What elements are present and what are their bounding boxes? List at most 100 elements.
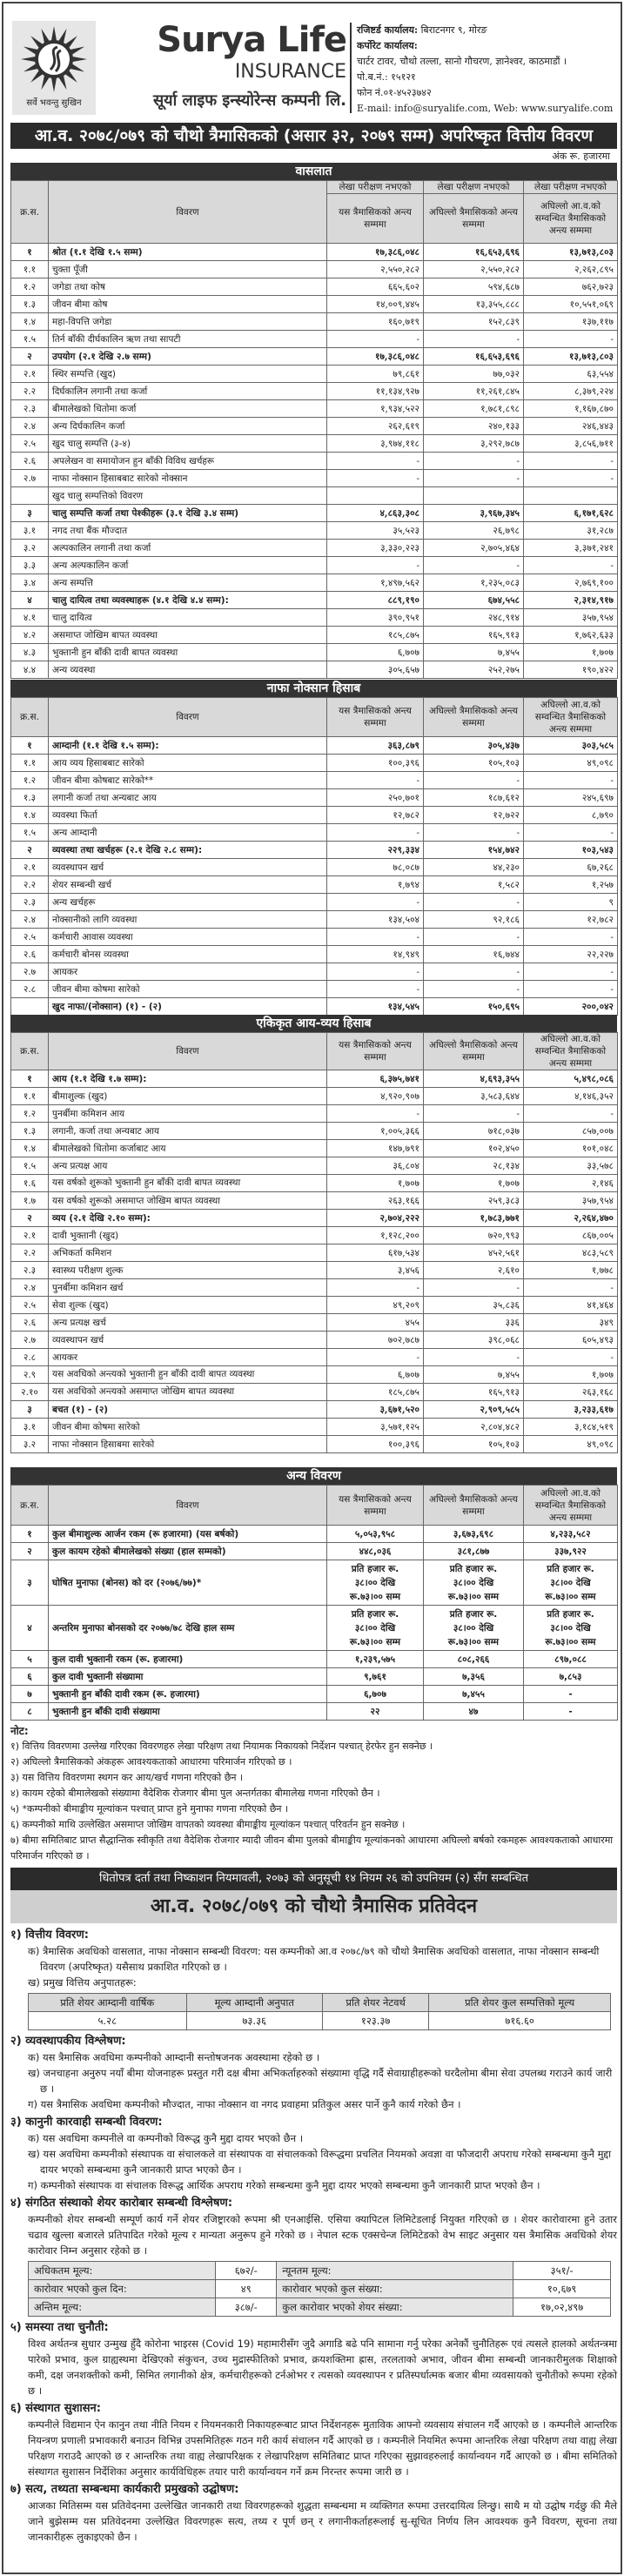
row-number: २.४ — [10, 417, 49, 435]
row-description: व्यय (२.१ देखि २.१० सम्म): — [48, 1209, 327, 1227]
row-description: जीवन बीमा कोषमा सारेको — [48, 980, 327, 998]
row-description: कर्मचारी बोनस व्यवस्था — [48, 945, 327, 963]
row-value: २००,०४२ — [523, 997, 618, 1016]
notes-heading: नोट: — [10, 1725, 29, 1737]
row-value: ३१,२८७ — [523, 521, 618, 540]
sun-logo-icon — [21, 26, 87, 92]
row-description: स्वास्थ्य परीक्षण शुल्क — [48, 1261, 327, 1279]
table-row: २.३ बीमालेखको धितोमा कर्जा १,९३४,५२२ १,७८१,… — [10, 399, 618, 418]
row-value: २,६१० — [423, 1261, 524, 1279]
table-row: २.७ व्यवस्थापन खर्च ७०२,७८७ ३९८,०६८ ६०५,४९३ — [10, 1331, 618, 1349]
row-number: १.३ — [10, 1122, 49, 1140]
row-description: खुद नाफा/(नोक्सान) (१) - (२) — [48, 997, 327, 1016]
row-description: कर्मचारी आवास व्यवस्था — [48, 928, 327, 946]
row-number: २.१ — [10, 858, 49, 876]
row-number: ४.३ — [10, 643, 49, 661]
unit-note: अंक रू. हजारमा — [552, 151, 610, 162]
row-value: १७,३८६,०४८ — [326, 347, 424, 366]
row-number: १.६ — [10, 1174, 49, 1192]
table-row: २.६ अपलेखन वा समायोजन हुन बाँकी विविध खर्… — [10, 452, 618, 470]
row-description: नगद तथा बैंक मौज्दात — [48, 521, 327, 540]
row-value: - — [423, 556, 524, 574]
row-description: आयकर — [48, 1348, 327, 1366]
row-value: १६५,९१३ — [423, 1383, 524, 1401]
note-item: ६) कम्पनीको माथि उल्लेखित असमाप्त जोखिम … — [10, 1819, 406, 1830]
table-row: ६ कुल दावी भुक्तानी संख्यामा ९,७६१ ७,३५६ ७,८… — [10, 1667, 618, 1686]
reg-label: रजिष्टर्ड कार्यालय: — [357, 24, 419, 36]
row-value: ३,८५६,७११ — [523, 434, 618, 453]
row-value: २,१४६ — [523, 1174, 618, 1192]
share-row: कारोवार भएको कुल दिन: ४९ कारोवार भएको कुल … — [27, 2279, 611, 2298]
regulation-bar: धितोपत्र दर्ता तथा निष्काशन नियमावली, २०… — [10, 1868, 617, 1890]
row-description: जगेडा तथा कोष — [48, 278, 327, 296]
row-value: १९०,४२२ — [523, 661, 618, 679]
row-value: १५४,७४२ — [423, 841, 524, 859]
row-value: ४,६९३,३५५ — [423, 1070, 524, 1088]
row-number: ३ — [10, 1560, 49, 1606]
row-description: स्थिर सम्पत्ति (खुद) — [48, 365, 327, 383]
row-value: १३,३५५,८८८ — [423, 295, 524, 313]
share-row: अधिकतम मूल्य: ६७२/- न्यूनतम मूल्य: ३५१/- — [27, 2261, 611, 2280]
row-number: १.१ — [10, 754, 49, 772]
row-value — [523, 486, 618, 505]
row-number: २.२ — [10, 382, 49, 400]
section-title: वासलात — [10, 163, 617, 180]
row-value: १३४,५४५ — [326, 997, 424, 1016]
row-value: ३३६ — [423, 1313, 524, 1332]
row-value: ३६३,८७९ — [326, 736, 424, 755]
row-description: यस अवधिको अन्त्यको भुक्तानी हुन बाँकी दा… — [48, 1365, 327, 1384]
share-value: ४९ — [215, 2279, 278, 2298]
ratio-table: प्रति शेयर आम्दानी वार्षिक मूल्य आम्दानी … — [28, 1993, 611, 2030]
row-value: ५९४,६८७ — [423, 278, 524, 296]
brand-name: Surya Life — [157, 20, 347, 60]
row-value: १०५,१०३ — [423, 754, 524, 772]
row-value: २६२,६१९ — [326, 417, 424, 435]
row-number: २.२ — [10, 1244, 49, 1262]
row-value: २,८०४,४८२ — [423, 1418, 524, 1436]
row-description: अन्य प्रत्यक्ष आय — [48, 1157, 327, 1175]
row-value: ७,३५६ — [423, 1667, 524, 1686]
row-value: १,७६२,६३३ — [523, 626, 618, 644]
financial-table: क्र.स. विवरण यस त्रैमासिकको अन्त्य सम्ममा अ… — [10, 1032, 618, 1453]
row-value: प्रति हजार रू. ३८।०० देखि रू.७३।०० सम्म — [423, 1560, 524, 1606]
row-value: ३,९७४,११८ — [326, 434, 424, 453]
row-value: ३९८,०६८ — [423, 1331, 524, 1349]
table-row: २.५ खुद चालु सम्पत्ति (३-४) ३,९७४,११८ ३,२९२… — [10, 434, 618, 453]
row-number: २.१ — [10, 1226, 49, 1244]
row-number: ६ — [10, 1667, 49, 1686]
row-description: लगानी, कर्जा तथा अन्यबाट आय — [48, 1122, 327, 1140]
row-number: २.४ — [10, 910, 49, 929]
row-description: खुद चालु सम्पत्तिको विवरण — [48, 486, 327, 505]
row-description: बचत (१) - (२) — [48, 1400, 327, 1419]
ratio-header: मूल्य आम्दानी अनुपात — [185, 1993, 323, 2012]
notes: नोट: १) वित्तिय विवरणमा उल्लेख गरिएका वि… — [10, 1723, 617, 1864]
col-desc: विवरण — [48, 180, 327, 244]
row-value: - — [326, 823, 424, 842]
section-1: नाफा नोक्सान हिसाब क्र.स. विवरण यस त्रैमासि… — [10, 680, 618, 1016]
row-number: २.५ — [10, 1296, 49, 1314]
row-value: ७१८,०३७ — [423, 1122, 524, 1140]
note-item: १) वित्तिय विवरणमा उल्लेख गरिएका विवरणहर… — [10, 1741, 433, 1752]
row-number: १.५ — [10, 1157, 49, 1175]
row-number: ५ — [10, 1650, 49, 1668]
row-value: १,७८१,८९८ — [423, 399, 524, 418]
row-value: प्रति हजार रू. ३८।०० देखि रू.७३।०० सम्म — [326, 1560, 424, 1606]
row-description: कुल बीमाशुल्क आर्जन रकम (रू हजारमा) (यस … — [48, 1525, 327, 1543]
row-value: ९२,१८६ — [423, 910, 524, 929]
row-value: २५०,७०१ — [326, 788, 424, 807]
row-number: १ — [10, 243, 49, 261]
table-row: २ उपयोग (२.१ देखि २.७ सम्म) १७,३८६,०४८ १६,६… — [10, 347, 618, 366]
s2-heading: २) व्यवस्थापकीय विश्लेषण: — [10, 2035, 126, 2048]
row-value: १४७,७९१ — [326, 1139, 424, 1157]
row-value: २४०,१३३ — [423, 417, 524, 435]
row-description: दावी भुक्तानी (खुद) — [48, 1226, 327, 1244]
row-number: ४ — [10, 1605, 49, 1651]
row-description: अन्य आम्दानी — [48, 823, 327, 842]
row-number: ३.३ — [10, 556, 49, 574]
row-description: पुनर्बीमा कमिशन खर्च — [48, 1278, 327, 1297]
col-audit: लेखा परीक्षण नभएको — [523, 180, 618, 194]
row-value: ३०३,५८५ — [523, 736, 618, 755]
s2-item: ग) यस त्रैमासिक अवधिमा कम्पनीको मौज्दात,… — [28, 2098, 461, 2110]
row-value: १२,७८२ — [523, 910, 618, 929]
